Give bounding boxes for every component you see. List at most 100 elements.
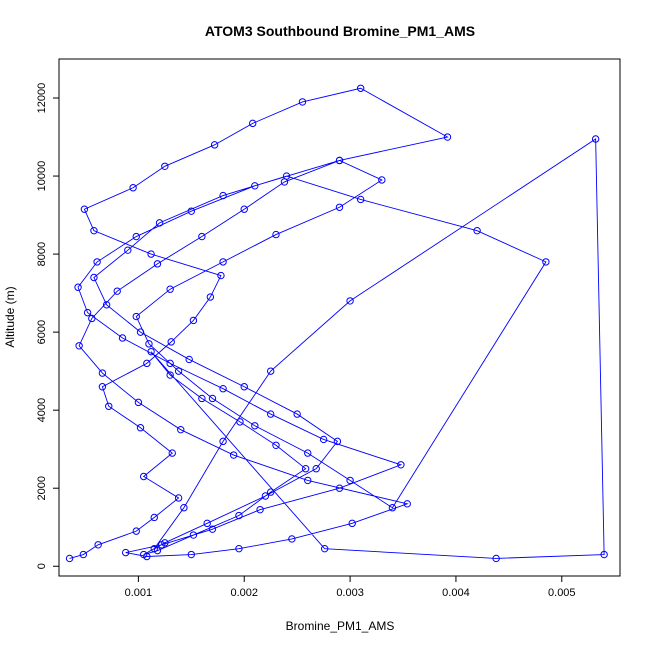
data-point [185, 355, 193, 364]
data-point [320, 544, 329, 553]
data-point [161, 539, 169, 547]
data-point [189, 316, 198, 325]
data-point [75, 342, 83, 350]
data-point [251, 422, 259, 430]
data-point [80, 205, 89, 213]
data-point [208, 394, 217, 403]
data-point [293, 410, 301, 418]
data-point [335, 203, 344, 211]
data-point [145, 340, 153, 348]
data-point [161, 162, 169, 171]
data-point [150, 544, 158, 553]
data-point [403, 500, 411, 508]
y-tick-label: 10000 [36, 161, 48, 192]
data-point [83, 308, 92, 317]
data-point [153, 260, 162, 268]
data-point [304, 449, 312, 457]
data-point [219, 385, 227, 393]
data-point [397, 461, 405, 469]
data-point [288, 535, 296, 543]
data-point [147, 347, 155, 356]
data-point [155, 219, 164, 227]
data-point [229, 451, 238, 459]
data-point [378, 176, 386, 184]
data-point [177, 425, 185, 434]
data-point [94, 541, 102, 549]
data-point [206, 293, 215, 301]
data-point [150, 513, 158, 522]
data-point [346, 297, 354, 305]
y-tick-label: 2000 [36, 476, 48, 500]
data-point [542, 258, 550, 266]
data-point [198, 394, 206, 403]
data-point [249, 119, 257, 128]
data-point [187, 207, 196, 215]
data-point [65, 554, 74, 563]
data-point [261, 492, 270, 500]
data-point [198, 232, 206, 241]
data-point [333, 437, 342, 446]
data-point [304, 476, 312, 485]
data-point [335, 156, 344, 165]
y-tick-label: 0 [36, 563, 48, 569]
data-point [118, 334, 127, 342]
data-point [168, 449, 176, 457]
data-point [600, 550, 608, 559]
data-point [492, 554, 500, 563]
x-tick-label: 0.002 [230, 587, 258, 599]
data-point [388, 504, 397, 512]
x-axis: 0.001 0.002 0.003 0.004 0.005 [125, 575, 576, 599]
data-point [312, 464, 320, 473]
data-point [129, 184, 137, 192]
data-point [166, 371, 174, 379]
data-point [240, 383, 248, 391]
data-point [208, 525, 217, 533]
chart-title: ATOM3 Southbound Bromine_PM1_AMS [205, 23, 475, 39]
y-tick-label: 8000 [36, 242, 48, 266]
data-point [136, 328, 145, 336]
data-point [473, 226, 481, 235]
data-point [102, 301, 111, 309]
data-point [90, 226, 98, 235]
data-point [348, 519, 356, 528]
data-point [139, 550, 148, 559]
data-point [266, 410, 275, 418]
data-point [235, 544, 243, 553]
data-point [132, 527, 140, 535]
data-point [443, 133, 452, 141]
data-point [147, 250, 155, 258]
data-point [136, 424, 145, 432]
data-point [98, 369, 107, 377]
data-point [266, 367, 275, 375]
data-point [356, 84, 365, 92]
data-point [174, 494, 183, 502]
data-point [93, 258, 101, 266]
data-point [272, 230, 280, 239]
data-point [121, 548, 130, 557]
series-line [69, 87, 605, 559]
data-point [98, 383, 107, 391]
data-point [319, 435, 328, 444]
data-point [591, 135, 600, 143]
y-axis-label: Altitude (m) [3, 286, 17, 347]
data-point [74, 283, 82, 291]
data-point [134, 398, 143, 407]
data-point [301, 464, 310, 473]
data-point [139, 472, 148, 481]
data-point [219, 191, 227, 200]
data-point [240, 205, 248, 213]
x-tick-label: 0.003 [336, 587, 364, 599]
data-point [143, 359, 151, 368]
data-point [187, 550, 196, 559]
data-point [282, 172, 291, 180]
data-point [217, 271, 225, 280]
plot-area [65, 84, 608, 563]
data-point [166, 285, 174, 293]
data-point [203, 519, 211, 528]
y-tick-label: 12000 [36, 83, 48, 114]
data-point [167, 338, 175, 346]
data-point [346, 476, 354, 485]
y-tick-label: 6000 [36, 320, 48, 344]
data-point [335, 484, 344, 492]
